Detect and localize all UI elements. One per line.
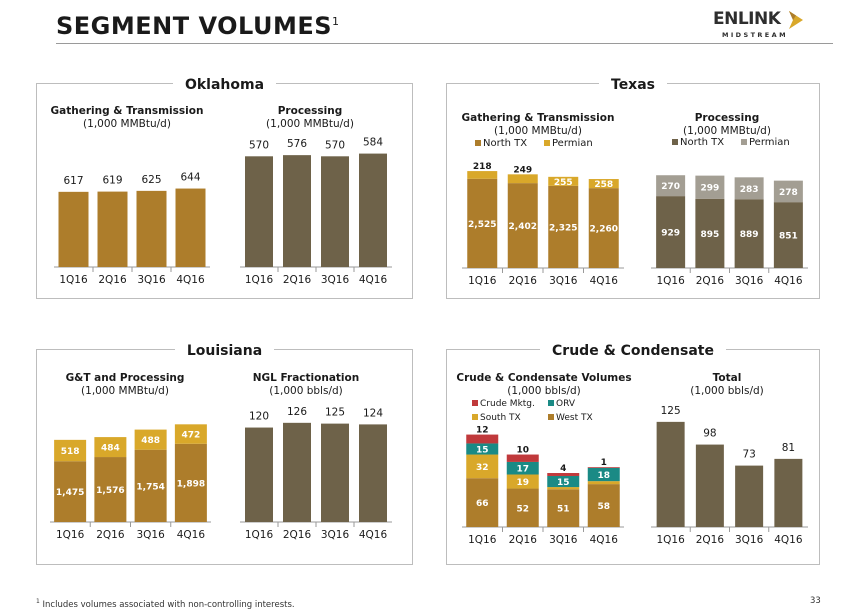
panel-label: Oklahoma (172, 77, 277, 93)
footnote: 1 Includes volumes associated with non-c… (36, 598, 295, 610)
company-logo: ENLINK MIDSTREAM (713, 9, 833, 41)
panel-crude-condensate: Crude & Condensate (446, 343, 820, 565)
panel-oklahoma: Oklahoma (36, 77, 413, 299)
panel-label: Crude & Condensate (540, 343, 726, 359)
chevron-logo-icon (789, 11, 803, 29)
panel-label: Louisiana (174, 343, 275, 359)
panel-louisiana: Louisiana (36, 343, 413, 565)
page-title: SEGMENT VOLUMES1 (56, 12, 340, 40)
panel-label: Texas (599, 77, 667, 93)
logo-wordmark: ENLINK (713, 9, 781, 29)
logo-subtitle: MIDSTREAM (722, 31, 788, 39)
title-rule (56, 43, 833, 44)
page-number: 33 (810, 596, 821, 606)
panel-texas: Texas (446, 77, 820, 299)
